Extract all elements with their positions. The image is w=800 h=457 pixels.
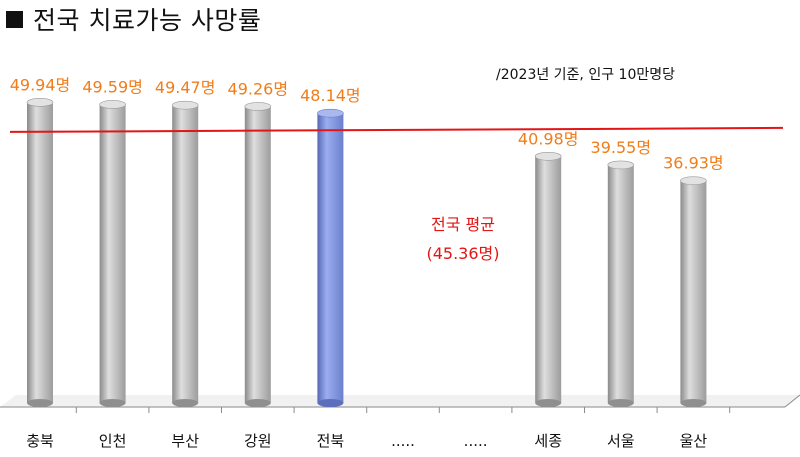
bar [607, 160, 635, 407]
category-label: 부산 [171, 432, 199, 450]
chart-floor [0, 394, 800, 408]
bar-top [171, 100, 199, 110]
category-label: 강원 [244, 432, 272, 450]
bar-top [607, 160, 635, 170]
bar-top [534, 152, 562, 161]
bar [534, 152, 562, 407]
bars-group [26, 98, 707, 407]
bar [171, 100, 199, 407]
bar-body [244, 106, 271, 403]
chart-title-text: 전국 치료가능 사망률 [33, 6, 262, 35]
square-bullet-icon [6, 10, 23, 28]
bar-body [172, 105, 199, 403]
category-label: ..... [464, 432, 488, 450]
category-label: 울산 [680, 432, 708, 450]
bar [26, 98, 54, 407]
average-label: 전국 평균 [431, 215, 495, 234]
value-label: 48.14명 [300, 86, 361, 105]
chart-note: /2023년 기준, 인구 10만명당 [496, 67, 676, 83]
value-label: 49.94명 [10, 75, 71, 94]
category-label: 전북 [317, 432, 345, 450]
category-label: 서울 [607, 432, 635, 450]
value-label: 49.26명 [228, 79, 289, 98]
category-label: 세종 [534, 432, 562, 450]
bar-top [244, 102, 272, 111]
bar-base [99, 399, 126, 407]
x-axis-depth-line [784, 394, 800, 408]
chart-title: 전국 치료가능 사망률 [6, 2, 261, 36]
value-label: 40.98명 [518, 129, 579, 148]
value-label: 49.47명 [155, 78, 216, 97]
bar-base [27, 399, 53, 407]
bar-top [99, 100, 126, 109]
average-line [9, 126, 784, 133]
bar-base [680, 399, 707, 407]
category-label: 인천 [99, 432, 127, 450]
bar-top [26, 98, 54, 107]
bar-body [535, 156, 562, 403]
bar-body [607, 164, 634, 403]
category-label: ..... [391, 432, 415, 450]
bar [317, 108, 344, 407]
bar-body [317, 113, 344, 403]
category-label: 충북 [26, 432, 54, 450]
bar-body [680, 180, 707, 403]
bar-base [535, 399, 562, 407]
value-label: 49.59명 [82, 77, 143, 96]
chart-floor-plane [0, 395, 800, 407]
bar [99, 100, 126, 407]
bar-top [317, 108, 344, 118]
bar-base [317, 399, 344, 407]
value-label: 36.93명 [663, 154, 724, 173]
bar [680, 176, 707, 407]
bar-body [27, 102, 53, 403]
value-label: 39.55명 [591, 138, 652, 157]
average-value-label: (45.36명) [426, 244, 499, 263]
value-labels: 49.94명 49.59명 49.47명 49.26명 48.14명 40.98명 39.5… [10, 75, 724, 172]
bar-base [244, 399, 271, 407]
category-labels: 충북 인천 부산 강원 전북.......... 세종 서울 울산 [26, 407, 731, 450]
bar-base [172, 399, 199, 407]
bar-body [99, 104, 126, 403]
bar [244, 102, 272, 407]
bar-top [680, 176, 707, 185]
bar-base [607, 399, 634, 407]
